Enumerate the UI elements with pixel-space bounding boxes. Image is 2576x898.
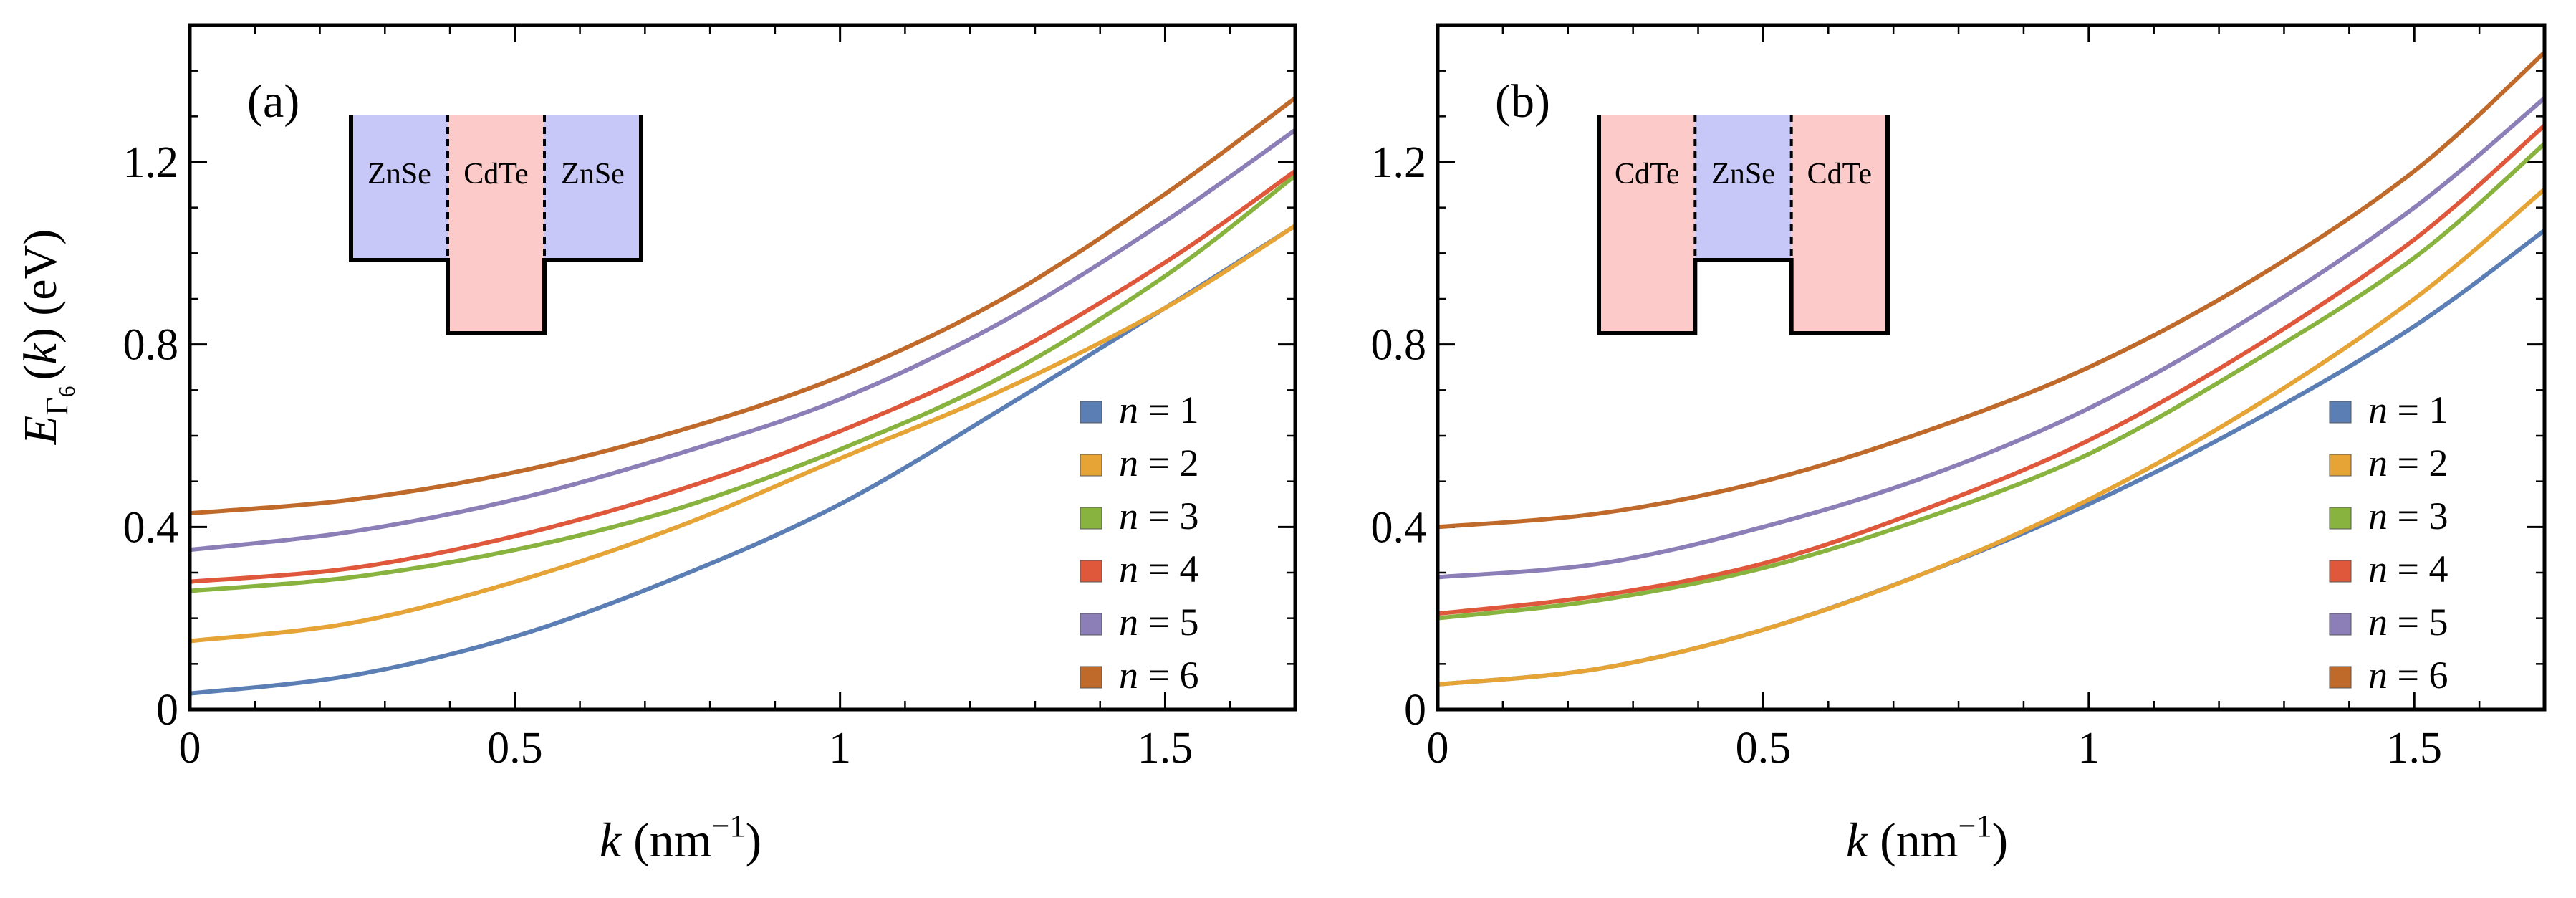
y-axis-label: EΓ6 (k) (eV) (14, 229, 80, 445)
legend-swatch-n2 (2329, 454, 2352, 477)
y-tick-label: 1.2 (123, 138, 179, 187)
series-line-n5 (190, 128, 1295, 553)
y-tick-label: 0.4 (123, 503, 179, 552)
inset-diagram: CdTe ZnSe CdTe (1597, 115, 1890, 335)
series-line-n4 (190, 168, 1295, 584)
legend-swatch-n6 (1080, 666, 1102, 689)
inset-label-center: ZnSe (1711, 158, 1775, 191)
inset-band-edge (349, 115, 643, 335)
plot-frame (188, 23, 1297, 712)
svg-text:EΓ6(k) (eV): EΓ6 (k) (eV) (14, 229, 80, 445)
legend-swatch-n1 (1080, 401, 1102, 424)
y-label-gamma: Γ (39, 397, 75, 415)
inset-left-region (351, 115, 448, 260)
x-tick-label: 0 (179, 724, 201, 773)
legend-label-n3: n = 3 (2368, 495, 2448, 538)
y-tick-label: 0 (156, 686, 178, 735)
series-group (1438, 50, 2544, 687)
legend-label-n4: n = 4 (1119, 548, 1198, 591)
inset-left-region (1599, 115, 1696, 333)
y-label-unit: ) (eV) (14, 229, 67, 343)
legend-label-n5: n = 5 (2368, 601, 2448, 644)
series-line-n5 (1438, 95, 2544, 580)
x-label-close-a: ) (745, 813, 761, 867)
legend-label-n4: n = 4 (2368, 548, 2448, 591)
x-label-unit-b: (nm (1868, 813, 1959, 867)
x-label-sup-b: −1 (1959, 808, 1992, 844)
legend-swatch-n3 (1080, 507, 1102, 530)
legend-label-n2: n = 2 (2368, 441, 2448, 484)
inset-label-right: CdTe (1807, 158, 1872, 191)
x-label-k-b: k (1846, 813, 1869, 867)
y-label-six: 6 (54, 386, 80, 397)
legend-label-n6: n = 6 (1119, 654, 1198, 697)
inset-diagram: ZnSe CdTe ZnSe (349, 115, 643, 335)
series-group (190, 95, 1295, 696)
legend: n = 1 n = 2 n = 3 n = 4 n = 5 n = 6 (1080, 388, 1198, 697)
x-label-unit-a: (nm (621, 813, 712, 867)
legend-swatch-n4 (2329, 560, 2352, 583)
legend-swatch-n6 (2329, 666, 2352, 689)
x-tick-label: 1.5 (1138, 724, 1193, 773)
series-line-n3 (1438, 141, 2544, 621)
legend-swatch-n2 (1080, 454, 1102, 477)
series-line-n3 (190, 173, 1295, 593)
inset-label-center: CdTe (463, 158, 528, 191)
panel-label: (b) (1495, 75, 1550, 128)
series-line-n6 (190, 95, 1295, 516)
plot-frame (1436, 23, 2547, 712)
inset-right-region (1791, 115, 1888, 333)
y-label-open: ( (14, 364, 67, 380)
x-tick-label: 1 (829, 724, 851, 773)
x-label-sup-a: −1 (712, 808, 746, 844)
panel-label: (a) (247, 75, 299, 128)
legend: n = 1 n = 2 n = 3 n = 4 n = 5 n = 6 (2329, 388, 2448, 697)
legend-swatch-n5 (1080, 613, 1102, 636)
x-tick-label: 0 (1427, 724, 1449, 773)
series-line-n6 (1438, 50, 2544, 530)
x-tick-label: 0.5 (487, 724, 543, 773)
inset-center-region (1695, 115, 1792, 260)
series-line-n2 (190, 224, 1295, 644)
legend-label-n1: n = 1 (2368, 388, 2448, 431)
x-tick-label: 0.5 (1736, 724, 1792, 773)
series-line-n4 (1438, 123, 2544, 616)
y-tick-label: 1.2 (1371, 138, 1427, 187)
inset-band-edge (1597, 115, 1890, 335)
y-label-e: E (14, 416, 67, 445)
legend-swatch-n1 (2329, 401, 2352, 424)
y-tick-label: 0.8 (1371, 321, 1427, 370)
inset-right-region (544, 115, 641, 260)
y-tick-label: 0 (1404, 686, 1426, 735)
x-axis-label-a: k (nm−1) (600, 808, 761, 867)
x-label-close-b: ) (1991, 813, 2008, 867)
legend-label-n1: n = 1 (1119, 388, 1198, 431)
x-tick-label: 1 (2077, 724, 2100, 773)
legend-swatch-n4 (1080, 560, 1102, 583)
x-axis-label-b: k (nm−1) (1846, 808, 2008, 867)
legend-label-n6: n = 6 (2368, 654, 2448, 697)
x-label-k-a: k (600, 813, 623, 867)
legend-label-n5: n = 5 (1119, 601, 1198, 644)
legend-label-n2: n = 2 (1119, 441, 1198, 484)
inset-label-left: CdTe (1615, 158, 1679, 191)
y-label-k: k (14, 342, 67, 364)
legend-label-n3: n = 3 (1119, 495, 1198, 538)
inset-label-left: ZnSe (367, 158, 431, 191)
legend-swatch-n3 (2329, 507, 2352, 530)
x-tick-label: 1.5 (2386, 724, 2442, 773)
inset-label-right: ZnSe (561, 158, 625, 191)
inset-center-region (448, 115, 544, 333)
series-line-n2 (1438, 187, 2544, 687)
y-tick-label: 0.8 (123, 321, 179, 370)
legend-swatch-n5 (2329, 613, 2352, 636)
y-tick-label: 0.4 (1371, 503, 1427, 552)
